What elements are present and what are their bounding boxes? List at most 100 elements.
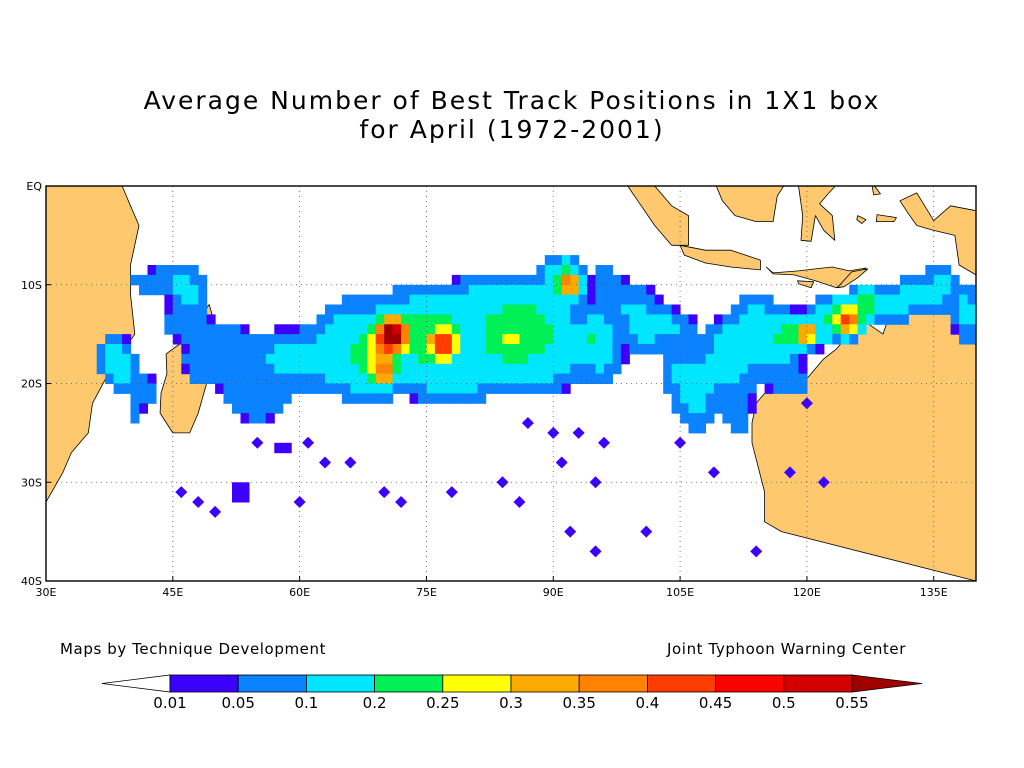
density-cell — [223, 363, 233, 375]
density-cell — [587, 324, 597, 335]
density-cell — [494, 314, 504, 325]
density-cell — [967, 334, 976, 345]
density-cell — [536, 324, 546, 335]
density-cell — [671, 334, 681, 345]
density-cell — [849, 284, 859, 296]
density-cell — [671, 373, 681, 384]
density-cell — [130, 403, 140, 414]
density-cell — [697, 423, 706, 434]
density-cell — [849, 314, 859, 325]
density-cell — [418, 294, 427, 305]
density-cell — [773, 353, 783, 365]
density-cell — [198, 314, 208, 325]
density-cell — [756, 344, 766, 355]
density-cell — [426, 353, 436, 365]
density-cell — [181, 284, 191, 296]
density-cell — [434, 284, 444, 296]
density-cell — [341, 324, 351, 335]
density-cell — [181, 353, 191, 365]
density-cell — [637, 294, 647, 305]
density-cell — [942, 304, 952, 315]
density-cell — [604, 294, 613, 305]
density-cell — [620, 334, 630, 345]
density-point — [674, 436, 687, 449]
density-cell — [705, 344, 715, 355]
density-cell — [815, 324, 825, 335]
density-cell — [790, 314, 799, 325]
density-cell — [553, 373, 563, 384]
density-cell — [680, 393, 690, 404]
density-cell — [536, 314, 546, 325]
density-cell — [392, 304, 402, 315]
density-cell — [451, 274, 461, 286]
density-cell — [392, 344, 402, 355]
density-cell — [790, 383, 799, 394]
density-cell — [798, 383, 808, 394]
density-cell — [612, 284, 622, 296]
density-contours — [96, 255, 976, 558]
density-cell — [544, 284, 554, 296]
y-tick-label: 30S — [21, 476, 42, 489]
density-cell — [477, 373, 487, 384]
density-cell — [358, 314, 368, 325]
density-cell — [460, 393, 470, 404]
density-cell — [739, 304, 749, 315]
density-point — [572, 426, 585, 439]
density-cell — [409, 393, 419, 404]
density-cell — [122, 383, 132, 394]
density-cell — [578, 324, 588, 335]
density-cell — [781, 334, 791, 345]
density-cell — [713, 324, 723, 335]
density-cell — [916, 304, 926, 315]
density-cell — [840, 324, 850, 335]
density-cell — [857, 284, 867, 296]
density-cell — [122, 334, 132, 345]
density-cell — [671, 344, 681, 355]
density-cell — [604, 363, 613, 375]
density-cell — [959, 334, 969, 345]
density-cell — [206, 373, 216, 384]
density-cell — [798, 353, 808, 365]
density-cell — [257, 413, 267, 424]
density-cell — [375, 344, 385, 355]
density-cell — [139, 383, 148, 394]
density-cell — [468, 294, 478, 305]
density-cell — [418, 393, 427, 404]
density-cell — [527, 363, 537, 375]
density-cell — [418, 324, 427, 335]
density-cell — [494, 363, 504, 375]
density-cell — [299, 324, 309, 335]
density-cell — [341, 294, 351, 305]
density-cell — [257, 344, 267, 355]
density-cell — [155, 284, 165, 296]
density-cell — [637, 284, 647, 296]
density-cell — [612, 363, 622, 375]
density-cell — [274, 383, 284, 394]
density-cell — [519, 274, 529, 286]
density-cell — [511, 353, 520, 365]
density-cell — [697, 344, 706, 355]
land-sulawesi — [798, 186, 836, 242]
density-cell — [511, 344, 520, 355]
density-cell — [434, 373, 444, 384]
colorbar-bin — [578, 674, 648, 693]
density-cell — [798, 363, 808, 375]
density-cell — [764, 314, 774, 325]
density-cell — [722, 344, 732, 355]
density-point — [445, 486, 458, 499]
density-cell — [172, 265, 182, 276]
density-cell — [477, 363, 487, 375]
density-cell — [485, 383, 495, 394]
density-point — [302, 436, 315, 449]
colorbar-label: 0.45 — [699, 694, 732, 712]
density-cell — [426, 294, 436, 305]
density-cell — [401, 353, 411, 365]
density-cell — [705, 373, 715, 384]
density-cell — [747, 393, 757, 404]
density-cell — [823, 334, 833, 345]
density-cell — [620, 284, 630, 296]
density-cell — [739, 373, 749, 384]
density-cell — [316, 344, 326, 355]
density-point — [378, 486, 391, 499]
density-cell — [942, 294, 952, 305]
